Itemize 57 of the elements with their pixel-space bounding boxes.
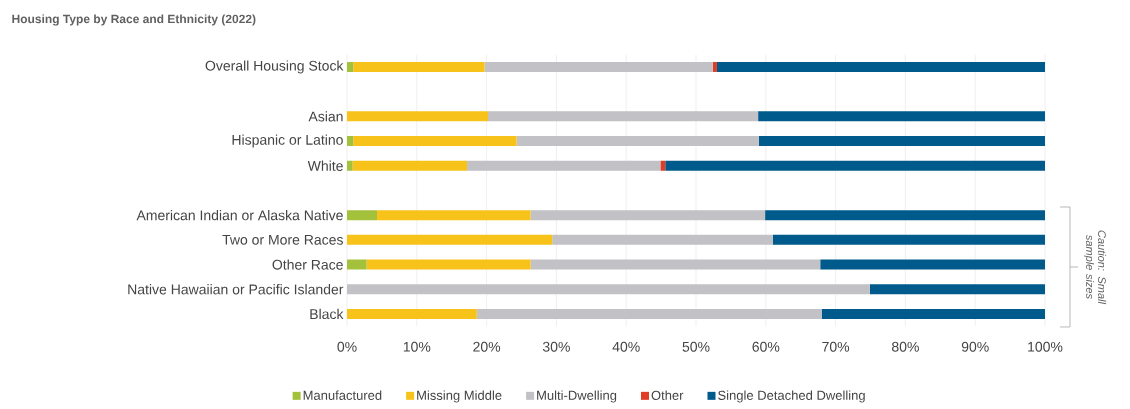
y-tick-label: Hispanic or Latino xyxy=(232,134,343,148)
bar xyxy=(869,284,1045,295)
bar xyxy=(765,210,1045,221)
legend-label: Manufactured xyxy=(303,390,382,400)
bar xyxy=(758,136,1045,147)
bar xyxy=(347,259,367,270)
bar xyxy=(772,234,1045,245)
bar xyxy=(353,61,485,72)
bar xyxy=(820,259,1045,270)
y-tick-label: Other Race xyxy=(272,259,343,270)
y-tick-label: Overall Housing Stock xyxy=(205,60,344,74)
bar xyxy=(716,61,1045,72)
bar xyxy=(347,284,870,295)
x-tick-label: 80% xyxy=(892,341,919,352)
bar xyxy=(347,111,488,122)
x-tick-label: 70% xyxy=(822,341,850,352)
y-tick-label: White xyxy=(307,160,343,171)
bar xyxy=(665,160,1045,171)
bar xyxy=(476,308,822,319)
legend-label: Other xyxy=(651,390,684,400)
bar xyxy=(530,210,766,221)
bar xyxy=(530,259,821,270)
bar xyxy=(484,61,713,72)
bar xyxy=(467,160,661,171)
bar xyxy=(516,136,759,147)
bar xyxy=(821,308,1045,319)
text: Housing Type by Race and Ethnicity (2022) xyxy=(12,14,256,26)
x-tick-label: 30% xyxy=(542,341,570,352)
x-tick-label: 90% xyxy=(961,341,989,352)
bar xyxy=(758,111,1045,122)
y-tick-label: Native Hawaiian or Pacific Islander xyxy=(128,284,344,295)
bar xyxy=(347,308,477,319)
x-tick-label: 10% xyxy=(403,341,431,352)
x-tick-label: 20% xyxy=(473,341,501,352)
bar xyxy=(377,210,531,221)
bar xyxy=(488,111,759,122)
y-tick-label: Two or More Races xyxy=(222,234,343,245)
legend-label: Single Detached Dwelling xyxy=(718,390,865,403)
x-tick-label: 50% xyxy=(682,341,710,352)
bar xyxy=(660,160,666,171)
bar xyxy=(347,210,378,221)
bar xyxy=(347,234,553,245)
legend-label: Multi-Dwelling xyxy=(537,390,617,403)
bar xyxy=(352,160,468,171)
text: Caution: Small sample sizes xyxy=(1083,230,1107,305)
legend-label: Missing Middle xyxy=(417,390,502,403)
x-tick-label: 100% xyxy=(1028,341,1063,352)
y-tick-label: Asian xyxy=(308,111,343,122)
x-tick-label: 40% xyxy=(612,341,640,352)
y-tick-label: Black xyxy=(310,308,344,320)
x-tick-label: 60% xyxy=(752,341,780,352)
bar xyxy=(353,136,517,147)
bar xyxy=(552,234,773,245)
x-tick-label: 0% xyxy=(337,341,357,352)
bar xyxy=(366,259,531,270)
bar xyxy=(712,61,717,72)
y-tick-label: American Indian or Alaska Native xyxy=(136,210,343,221)
